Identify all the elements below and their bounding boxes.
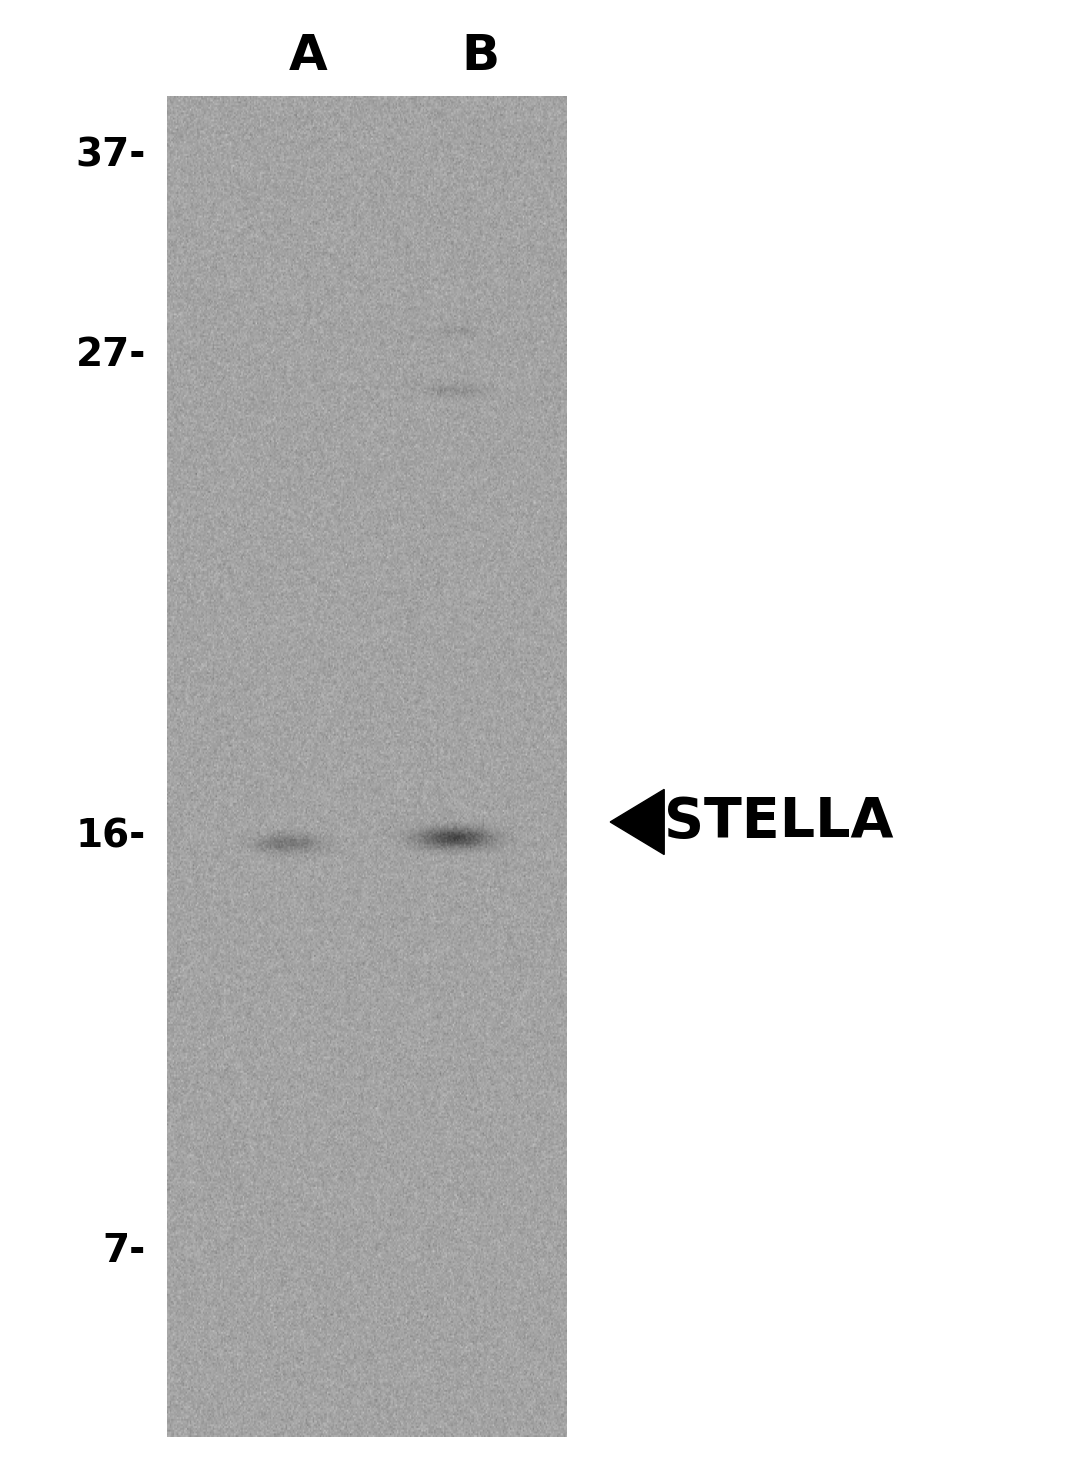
Text: 16-: 16- <box>76 818 146 856</box>
Polygon shape <box>610 789 664 855</box>
Text: STELLA: STELLA <box>664 795 894 849</box>
Text: 37-: 37- <box>76 136 146 175</box>
Text: 7-: 7- <box>103 1232 146 1271</box>
Text: 27-: 27- <box>76 336 146 375</box>
Text: A: A <box>288 33 327 80</box>
Text: B: B <box>461 33 500 80</box>
